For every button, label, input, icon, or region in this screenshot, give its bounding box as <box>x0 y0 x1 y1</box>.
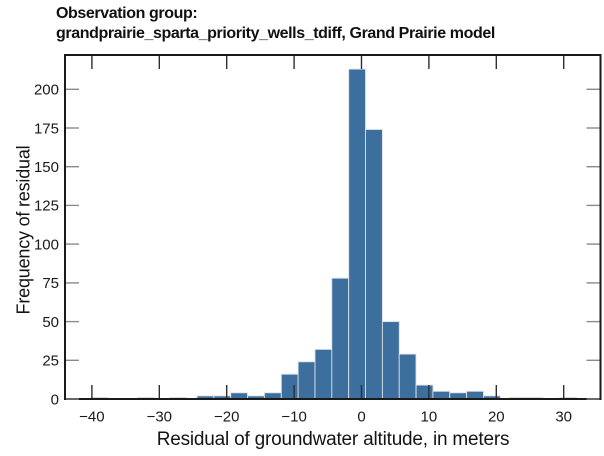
histogram-bar <box>331 277 350 400</box>
x-tick-label: 20 <box>488 409 505 426</box>
histogram-bar <box>466 390 484 400</box>
y-tick-label: 150 <box>34 159 59 176</box>
histogram-bar <box>398 353 417 400</box>
chart-title: Observation group: grandprairie_sparta_p… <box>56 4 495 44</box>
histogram-bar <box>314 348 333 400</box>
y-tick-label: 175 <box>34 120 59 137</box>
x-tick-label: −40 <box>79 409 104 426</box>
y-tick-label: 125 <box>34 198 59 215</box>
y-tick-label: 0 <box>51 391 59 408</box>
histogram-bar <box>381 321 400 400</box>
y-tick-label: 25 <box>42 353 59 370</box>
y-tick-label: 50 <box>42 314 59 331</box>
histogram-bar <box>365 129 383 400</box>
histogram-bar <box>415 384 434 400</box>
x-tick-label: −10 <box>281 409 306 426</box>
histogram-bar <box>297 361 316 400</box>
histogram-bar <box>348 68 366 400</box>
histogram-bar <box>280 373 299 400</box>
x-tick-label: −20 <box>214 409 239 426</box>
x-tick-label: 10 <box>421 409 438 426</box>
y-tick-label: 75 <box>42 275 59 292</box>
x-tick-label: −30 <box>147 409 172 426</box>
x-axis-label: Residual of groundwater altitude, in met… <box>156 429 510 450</box>
histogram-bar <box>432 390 451 400</box>
chart-title-line2: grandprairie_sparta_priority_wells_tdiff… <box>56 25 495 42</box>
chart-title-line1: Observation group: <box>56 5 198 22</box>
y-tick-label: 100 <box>34 236 59 253</box>
y-tick-label: 200 <box>34 82 59 99</box>
x-tick-label: 30 <box>555 409 572 426</box>
x-tick-label: 0 <box>357 409 365 426</box>
plot-border <box>64 54 602 400</box>
y-axis-label: Frequency of residual <box>13 145 34 315</box>
